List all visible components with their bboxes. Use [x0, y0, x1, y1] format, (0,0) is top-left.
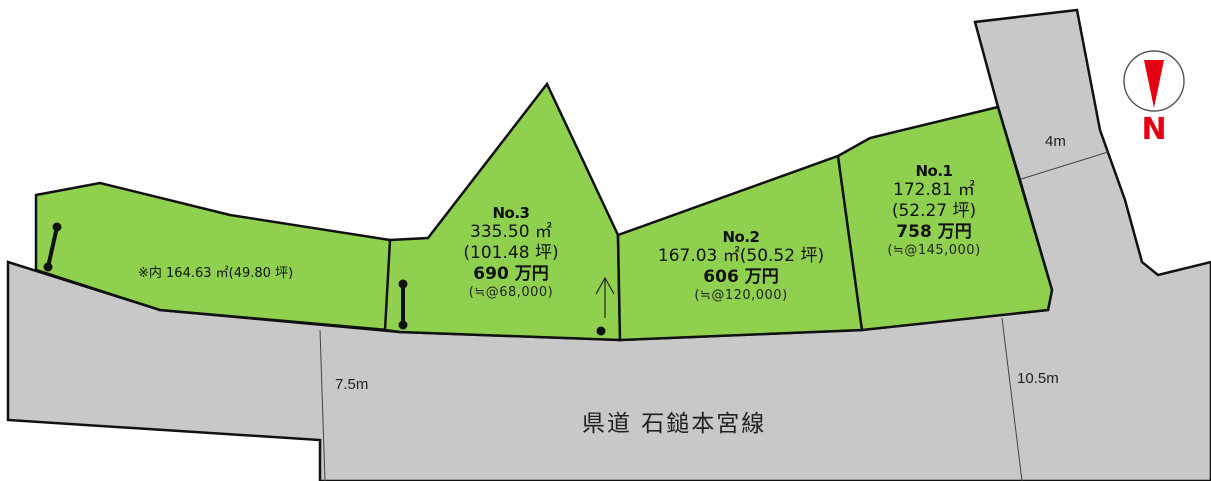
lot-3-label: No.3 335.50 ㎡ (101.48 坪) 690 万円 (≒@68,00… — [446, 204, 576, 300]
lot-1-price: 758 万円 — [896, 221, 972, 242]
lot-2-no: No.2 — [722, 228, 761, 246]
lot-3-tsubo: (101.48 坪) — [463, 243, 559, 264]
lot-3-extra-area-label: ※内 164.63 ㎡(49.80 坪) — [138, 266, 294, 281]
lot-1-tsubo: (52.27 坪) — [891, 201, 977, 222]
lot-1 — [836, 105, 1054, 332]
road-width-line-east — [1001, 317, 1023, 481]
lot-3-unit-price: (≒@68,000) — [468, 284, 554, 300]
arrow-up-icon — [595, 276, 615, 318]
pole-symbol-1 — [43, 222, 62, 272]
north-label: N — [1141, 112, 1167, 147]
lot-2-unit-price: (≒@120,000) — [694, 287, 788, 303]
lot-2-price: 606 万円 — [703, 267, 779, 288]
lot-2-label: No.2 167.03 ㎡(50.52 坪) 606 万円 (≒@120,000… — [636, 228, 846, 304]
pole-symbol-2 — [398, 279, 408, 330]
road-width-east: 10.5m — [1017, 370, 1059, 387]
road-width-line-west — [319, 329, 326, 481]
road-width-line-side — [1017, 151, 1109, 181]
compass-icon — [1123, 50, 1185, 112]
lot-2-area: 167.03 ㎡(50.52 坪) — [657, 246, 825, 267]
lot-1-area: 172.81 ㎡ — [893, 180, 975, 201]
lot-3-no: No.3 — [492, 204, 531, 222]
main-road-name: 県道 石鎚本宮線 — [582, 411, 767, 437]
lot-1-no: No.1 — [915, 162, 954, 180]
lot-3-price: 690 万円 — [473, 263, 549, 284]
lot-3-area: 335.50 ㎡ — [470, 222, 552, 243]
road-width-west: 7.5m — [335, 376, 369, 393]
pole-symbol-3 — [596, 326, 606, 336]
lot-1-unit-price: (≒@145,000) — [887, 242, 981, 258]
road-width-side: 4m — [1045, 133, 1066, 150]
lot-1-label: No.1 172.81 ㎡ (52.27 坪) 758 万円 (≒@145,00… — [869, 162, 999, 258]
